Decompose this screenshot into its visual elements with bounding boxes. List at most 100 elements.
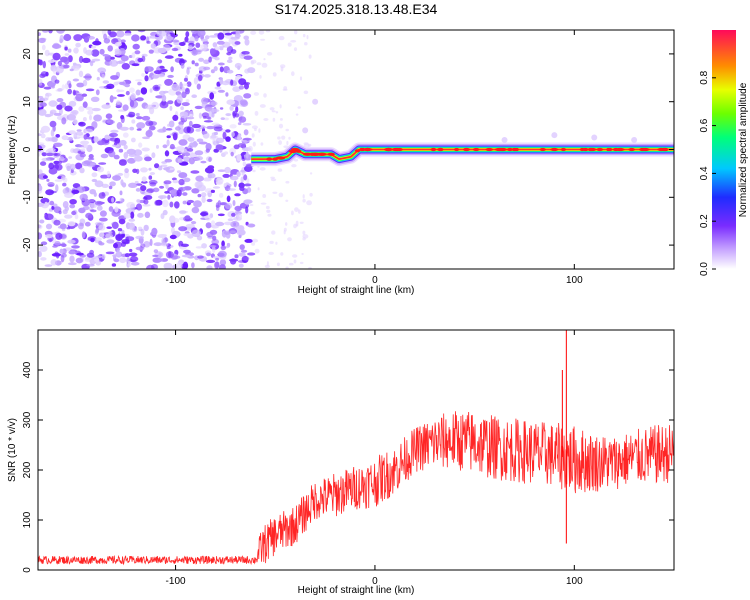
noise-speck bbox=[272, 117, 276, 122]
noise-speck bbox=[61, 84, 65, 91]
noise-speck bbox=[152, 254, 159, 258]
noise-speck bbox=[198, 57, 205, 62]
noise-speck bbox=[253, 92, 259, 96]
noise-speck bbox=[240, 249, 248, 253]
noise-speck bbox=[194, 181, 203, 189]
noise-speck bbox=[56, 30, 65, 34]
noise-speck bbox=[114, 206, 119, 213]
noise-speck bbox=[205, 259, 216, 263]
x-tick-label: 100 bbox=[566, 275, 583, 286]
noise-speck bbox=[133, 149, 143, 157]
noise-speck bbox=[48, 30, 53, 34]
signal-peak bbox=[365, 147, 370, 152]
noise-speck bbox=[285, 128, 290, 132]
noise-speck bbox=[239, 99, 248, 106]
noise-speck bbox=[64, 105, 73, 112]
noise-speck bbox=[136, 128, 142, 131]
noise-speck bbox=[75, 131, 84, 136]
noise-speck bbox=[191, 94, 197, 98]
noise-speck bbox=[120, 39, 126, 43]
noise-speck bbox=[96, 205, 103, 211]
noise-speck bbox=[281, 135, 286, 140]
noise-speck bbox=[94, 221, 105, 226]
noise-speck bbox=[90, 209, 97, 213]
noise-speck bbox=[188, 45, 193, 51]
noise-speck bbox=[42, 60, 46, 69]
noise-speck bbox=[129, 100, 135, 108]
noise-speck bbox=[207, 173, 216, 179]
noise-speck bbox=[214, 261, 220, 269]
spectrogram-trace bbox=[251, 98, 674, 167]
noise-speck bbox=[229, 230, 236, 234]
noise-speck bbox=[38, 37, 46, 44]
noise-speck bbox=[141, 176, 147, 182]
noise-speck bbox=[99, 86, 108, 89]
noise-speck bbox=[182, 200, 187, 205]
noise-speck bbox=[178, 172, 188, 179]
noise-speck bbox=[234, 62, 242, 69]
noise-speck bbox=[108, 150, 116, 158]
noise-speck bbox=[203, 59, 210, 65]
noise-speck bbox=[64, 192, 74, 198]
noise-speck bbox=[71, 189, 80, 194]
noise-speck bbox=[185, 223, 195, 229]
noise-speck bbox=[244, 68, 250, 74]
noise-speck bbox=[54, 241, 61, 246]
noise-speck bbox=[229, 175, 239, 181]
noise-speck bbox=[71, 210, 77, 216]
noise-speck bbox=[181, 102, 190, 107]
noise-speck bbox=[96, 76, 100, 81]
noise-speck bbox=[52, 245, 58, 248]
noise-speck bbox=[231, 212, 236, 217]
noise-speck bbox=[128, 182, 138, 188]
noise-speck bbox=[85, 106, 93, 110]
noise-speck bbox=[121, 229, 125, 235]
noise-speck bbox=[213, 66, 218, 72]
noise-speck bbox=[200, 160, 207, 164]
noise-speck bbox=[169, 201, 174, 208]
noise-speck bbox=[203, 120, 214, 123]
noise-speck bbox=[73, 119, 78, 125]
noise-speck bbox=[129, 87, 135, 93]
noise-speck bbox=[63, 64, 70, 69]
noise-speck bbox=[68, 262, 77, 266]
noise-speck bbox=[215, 144, 224, 151]
noise-speck bbox=[210, 189, 215, 193]
noise-speck bbox=[121, 63, 130, 70]
noise-speck bbox=[152, 84, 161, 92]
noise-speck bbox=[238, 263, 244, 268]
noise-speck bbox=[128, 218, 136, 222]
noise-speck bbox=[55, 134, 60, 138]
noise-speck bbox=[118, 89, 125, 93]
noise-speck bbox=[136, 122, 146, 129]
noise-speck bbox=[292, 254, 298, 258]
noise-speck bbox=[164, 35, 174, 41]
noise-speck bbox=[219, 192, 224, 198]
noise-speck bbox=[54, 79, 60, 84]
noise-speck bbox=[246, 187, 252, 193]
noise-speck bbox=[169, 105, 173, 111]
noise-speck bbox=[110, 56, 115, 60]
y-tick-label: 10 bbox=[22, 96, 33, 108]
noise-speck bbox=[285, 199, 289, 202]
noise-speck bbox=[225, 129, 231, 133]
noise-speck bbox=[75, 42, 81, 48]
noise-speck bbox=[135, 188, 141, 192]
noise-speck bbox=[171, 39, 180, 43]
spectrogram-xlabel: Height of straight line (km) bbox=[298, 285, 415, 296]
noise-speck bbox=[183, 126, 191, 134]
signal-bump bbox=[631, 136, 638, 143]
noise-speck bbox=[179, 111, 189, 119]
noise-speck bbox=[40, 133, 46, 139]
noise-speck bbox=[88, 154, 94, 159]
noise-speck bbox=[112, 143, 120, 148]
noise-speck bbox=[136, 199, 141, 203]
noise-speck bbox=[157, 234, 167, 238]
noise-speck bbox=[214, 57, 220, 61]
noise-speck bbox=[136, 97, 144, 102]
noise-speck bbox=[191, 262, 195, 269]
noise-speck bbox=[72, 89, 76, 96]
noise-speck bbox=[98, 162, 107, 165]
